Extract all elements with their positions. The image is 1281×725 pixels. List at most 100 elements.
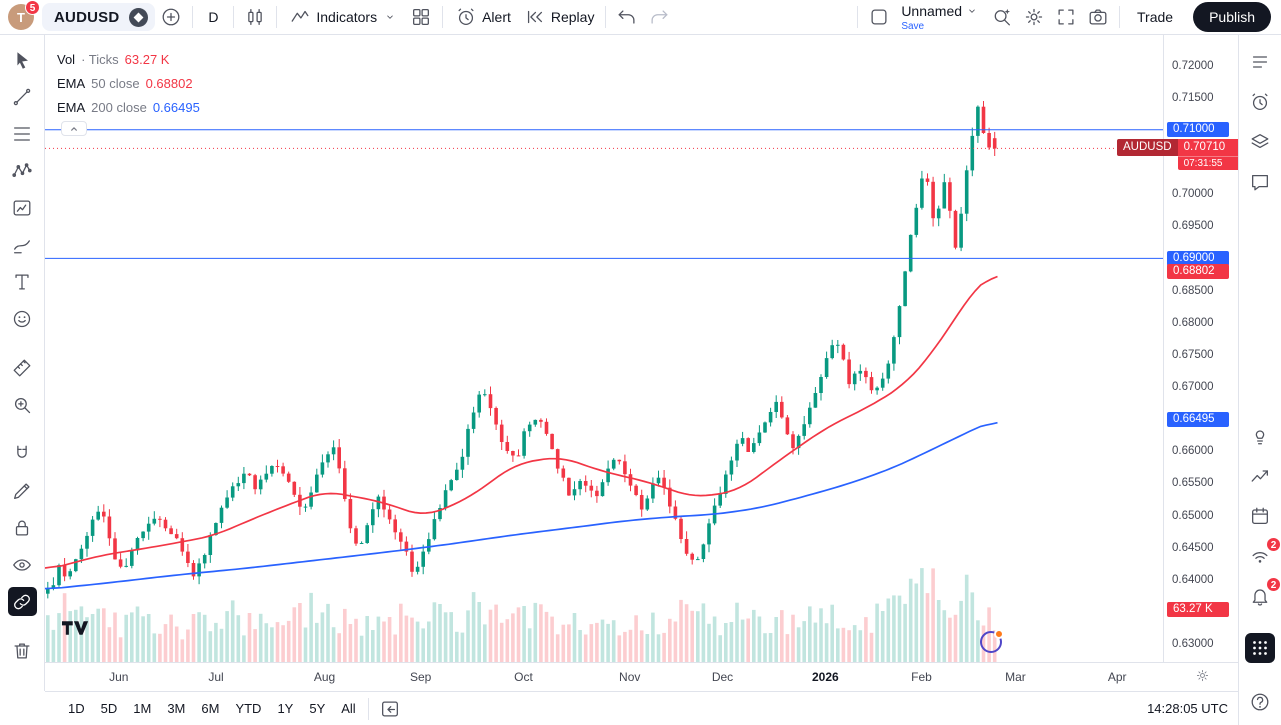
price-tick-label: 0.65000	[1172, 509, 1214, 522]
month-label: Mar	[1005, 670, 1026, 684]
trade-button[interactable]: Trade	[1137, 9, 1174, 25]
symbol-search-button[interactable]: AUDUSD	[42, 3, 156, 31]
drawing-mode-tool[interactable]	[8, 476, 37, 505]
alert-button[interactable]: Alert	[448, 3, 517, 31]
price-axis[interactable]: 0.72000 0.71500 0.70000 0.69500 0.68500 0.680…	[1163, 35, 1238, 662]
toolbar-divider	[367, 697, 369, 720]
magnet-tool[interactable]	[8, 439, 37, 468]
indicators-icon	[288, 3, 312, 31]
legend-ema50[interactable]: EMA 50 close 0.68802	[57, 71, 200, 95]
hline-price-badge: 0.69000	[1167, 250, 1229, 266]
measure-tool[interactable]	[8, 353, 37, 382]
text-tool[interactable]	[8, 267, 37, 296]
price-chart[interactable]	[45, 35, 1163, 662]
chat-panel[interactable]	[1245, 167, 1275, 197]
price-tick-label: 0.64000	[1172, 573, 1214, 586]
bottom-toolbar: 1D 5D 1M 3M 6M YTD 1Y 5Y All 14:28:05 UTC	[45, 691, 1238, 725]
toolbar-divider	[233, 6, 235, 28]
quick-search-icon[interactable]	[986, 3, 1018, 31]
legend-ema200-value: 0.66495	[152, 99, 200, 115]
range-5y[interactable]: 5Y	[302, 697, 332, 720]
top-movers-panel[interactable]	[1245, 461, 1275, 491]
clock-label[interactable]: 14:28:05 UTC	[1147, 701, 1228, 716]
legend-ema200[interactable]: EMA 200 close 0.66495	[57, 95, 200, 119]
price-tick-label: 0.68000	[1172, 316, 1214, 329]
last-price-badge: AUDUSD 0.70710 07:31:55	[1117, 139, 1240, 171]
month-label: Jul	[208, 670, 224, 684]
remove-drawings-tool[interactable]	[8, 636, 37, 665]
more-apps-menu[interactable]	[1245, 633, 1275, 663]
range-1d[interactable]: 1D	[61, 697, 92, 720]
hide-drawings-tool[interactable]	[8, 550, 37, 579]
calendar-panel[interactable]	[1245, 501, 1275, 531]
toolbar-divider	[605, 6, 607, 28]
sync-drawings-tool[interactable]	[7, 587, 37, 616]
streams-panel[interactable]: 2	[1245, 537, 1281, 571]
range-6m[interactable]: 6M	[194, 697, 226, 720]
range-3m[interactable]: 3M	[160, 697, 192, 720]
user-avatar[interactable]: T 5	[8, 0, 40, 30]
ideas-panel[interactable]	[1245, 421, 1275, 451]
range-ytd[interactable]: YTD	[228, 697, 268, 720]
price-tick-label: 0.70000	[1172, 188, 1214, 201]
range-all[interactable]: All	[334, 697, 362, 720]
price-tick-label: 0.67500	[1172, 348, 1214, 361]
symbol-logo-icon	[129, 7, 149, 27]
collapse-legend-button[interactable]	[61, 121, 87, 136]
fib-retracement-tool[interactable]	[8, 119, 37, 148]
time-axis-settings-icon[interactable]	[1195, 668, 1210, 688]
emoji-tool[interactable]	[8, 304, 37, 333]
alert-label: Alert	[482, 9, 511, 25]
notifications-panel[interactable]: 2	[1245, 577, 1281, 611]
forecast-tool[interactable]	[8, 193, 37, 222]
snapshot-camera-icon[interactable]	[1082, 3, 1114, 31]
zoom-tool[interactable]	[8, 390, 37, 419]
replay-icon	[523, 3, 547, 31]
replay-button[interactable]: Replay	[517, 3, 601, 31]
compare-add-icon[interactable]	[155, 3, 187, 31]
layout-status-icon[interactable]	[863, 3, 895, 31]
brush-tool[interactable]	[8, 230, 37, 259]
ai-insights-button[interactable]	[980, 629, 1004, 653]
tradingview-logo[interactable]	[59, 619, 91, 642]
indicators-button[interactable]: Indicators	[282, 3, 405, 31]
cursor-tool[interactable]	[8, 45, 37, 74]
go-to-date-icon[interactable]	[374, 695, 406, 723]
redo-button[interactable]	[643, 3, 675, 31]
legend-ema50-title: EMA	[57, 75, 86, 91]
range-1m[interactable]: 1M	[126, 697, 158, 720]
month-label: Feb	[911, 670, 932, 684]
time-axis[interactable]: Jun Jul Aug Sep Oct Nov Dec 2026 Feb Mar Apr	[45, 662, 1238, 691]
alerts-panel[interactable]	[1245, 87, 1275, 117]
xabcd-pattern-tool[interactable]	[8, 156, 37, 185]
legend-ema50-params: 50 close	[91, 75, 140, 91]
layout-name-label[interactable]: Unnamed	[901, 2, 963, 19]
price-tick-label: 0.64500	[1172, 541, 1214, 554]
range-5d[interactable]: 5D	[94, 697, 125, 720]
chart-style-button[interactable]	[239, 3, 271, 31]
help-button[interactable]	[1245, 687, 1275, 717]
notification-count-badge: 5	[25, 0, 40, 15]
watchlist-panel[interactable]	[1245, 47, 1275, 77]
object-tree-panel[interactable]	[1245, 127, 1275, 157]
range-1y[interactable]: 1Y	[270, 697, 300, 720]
trend-line-tool[interactable]	[8, 82, 37, 111]
fullscreen-icon[interactable]	[1050, 3, 1082, 31]
undo-button[interactable]	[611, 3, 643, 31]
bar-countdown: 07:31:55	[1177, 156, 1240, 171]
month-label: Jun	[109, 670, 129, 684]
chevron-up-icon	[71, 126, 77, 131]
save-layout-link[interactable]: Save	[901, 20, 925, 32]
layout-name-block[interactable]: Unnamed Save	[901, 3, 980, 32]
settings-gear-icon[interactable]	[1018, 3, 1050, 31]
price-tick-label: 0.69500	[1172, 220, 1214, 233]
legend-volume[interactable]: Vol · Ticks 63.27 K	[57, 47, 200, 71]
indicator-templates-button[interactable]	[405, 3, 437, 31]
avatar-initial: T	[17, 9, 25, 25]
interval-button[interactable]: D	[208, 9, 219, 25]
lock-drawings-tool[interactable]	[8, 513, 37, 542]
price-tick-label: 0.71500	[1172, 91, 1214, 104]
top-toolbar: T 5 AUDUSD D Indicators Alert Replay	[0, 0, 1281, 35]
publish-button[interactable]: Publish	[1193, 2, 1271, 32]
